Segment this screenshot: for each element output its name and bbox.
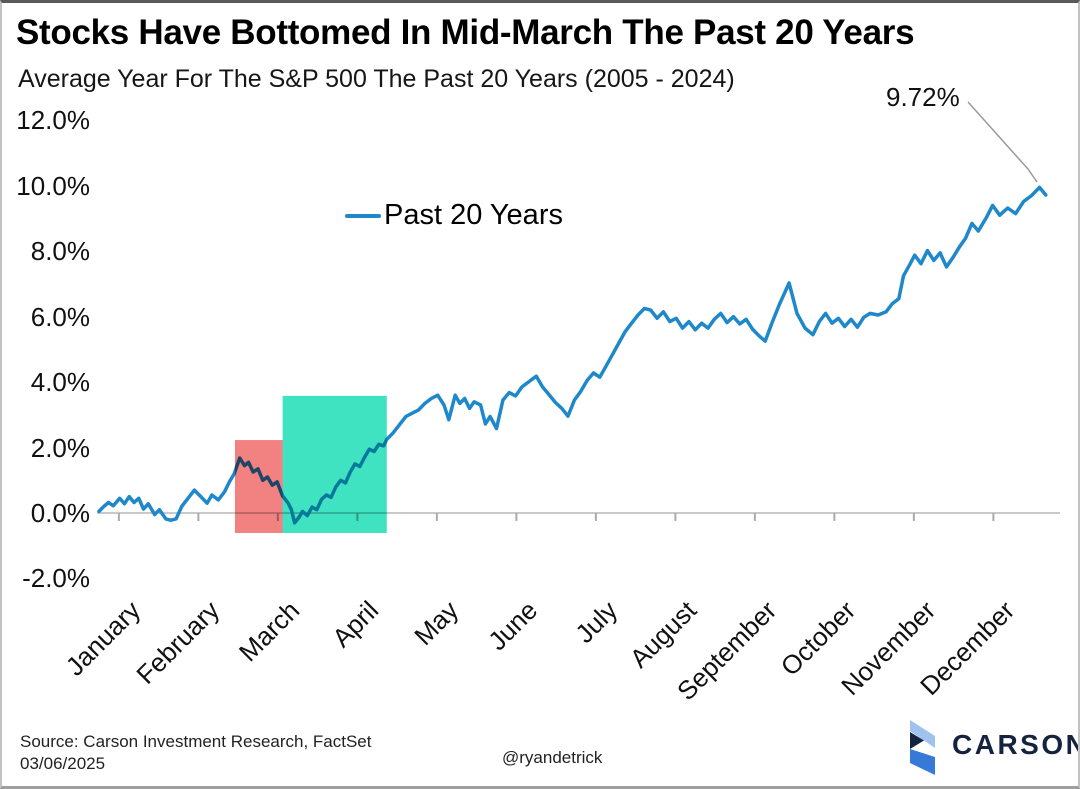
- chart-subtitle: Average Year For The S&P 500 The Past 20…: [18, 65, 735, 93]
- x-axis-label-july: July: [569, 595, 624, 649]
- y-axis-label-80: 8.0%: [30, 236, 90, 267]
- annotation-callout-line: [967, 101, 1038, 183]
- x-axis-label-march: March: [232, 595, 306, 668]
- carson-logo-icon: [910, 720, 935, 775]
- x-axis-label-august: August: [624, 595, 703, 674]
- series-line-past-20-years: [97, 185, 1048, 525]
- x-axis-label-april: April: [326, 595, 385, 653]
- y-axis-label-00: 0.0%: [30, 498, 90, 528]
- x-axis-label-february: February: [130, 595, 226, 690]
- annotation-final-value: 9.72%: [886, 82, 960, 112]
- source-text: Source: Carson Investment Research, Fact…: [20, 732, 372, 751]
- y-axis-label-60: 6.0%: [30, 301, 90, 332]
- carson-logo-text: CARSON: [952, 729, 1080, 760]
- legend: Past 20 Years: [345, 199, 563, 232]
- recovery-highlight-box: [282, 395, 387, 533]
- selloff-highlight-box: [234, 440, 283, 533]
- x-axis-label-june: June: [482, 595, 544, 657]
- y-axis-label-100: 10.0%: [16, 170, 90, 201]
- y-axis-label-40: 4.0%: [30, 367, 90, 398]
- author-handle: @ryandetrick: [502, 748, 603, 767]
- legend-line-swatch: [345, 213, 381, 218]
- chart-title: Stocks Have Bottomed In Mid-March The Pa…: [16, 13, 915, 52]
- y-axis-label--20: -2.0%: [22, 563, 90, 594]
- x-axis-label-may: May: [408, 595, 465, 651]
- y-axis-label-120: 12.0%: [16, 105, 90, 136]
- legend-label: Past 20 Years: [384, 199, 563, 231]
- y-axis-label-20: 2.0%: [30, 432, 90, 463]
- source-date: 03/06/2025: [20, 754, 106, 773]
